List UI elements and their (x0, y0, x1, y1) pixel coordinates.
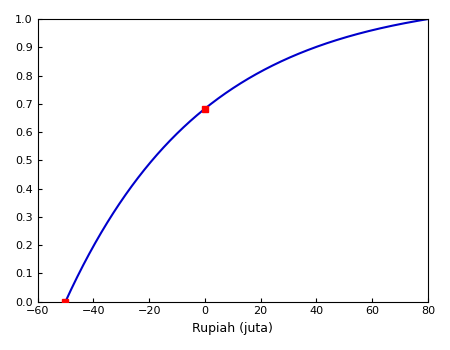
X-axis label: Rupiah (juta): Rupiah (juta) (192, 322, 273, 335)
